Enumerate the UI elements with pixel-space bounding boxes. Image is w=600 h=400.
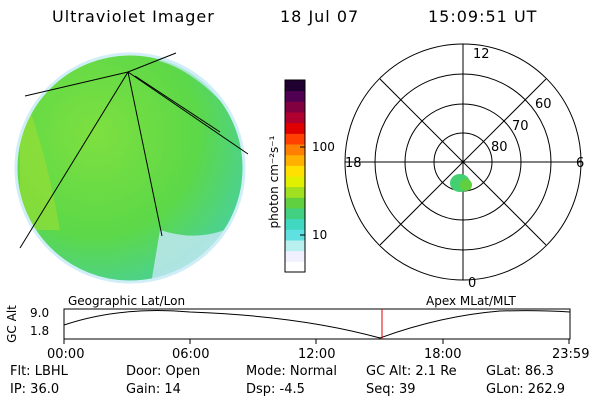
mlt-label-6: 6 <box>576 156 585 171</box>
altitude-timeline <box>63 308 571 344</box>
info-gc-alt: GC Alt: 2.1 Re <box>366 364 457 379</box>
info-mode: Mode: Normal <box>246 364 337 379</box>
mlt-label-12: 12 <box>473 47 490 62</box>
globe-grid-line <box>127 52 177 73</box>
timeline-xtick: 18:00 <box>424 347 462 362</box>
observation-time: 15:09:51 UT <box>428 7 538 26</box>
info-dsp: Dsp: -4.5 <box>246 382 305 397</box>
globe-disk <box>16 54 244 282</box>
timeline-xtick: 06:00 <box>172 347 210 362</box>
polar-plot <box>344 43 582 281</box>
colorbar-swatch <box>285 90 305 102</box>
mlat-label-60: 60 <box>535 97 552 112</box>
globe-grid-line <box>19 71 129 249</box>
colorbar-swatch <box>285 208 305 220</box>
colorbar-swatch <box>285 122 305 134</box>
colorbar-unit-label: photon cm⁻²s⁻¹ <box>267 135 281 229</box>
colorbar-swatch <box>285 250 305 262</box>
info-glon: GLon: 262.9 <box>486 382 566 397</box>
colorbar-swatch <box>285 240 305 252</box>
info-glat: GLat: 86.3 <box>486 364 554 379</box>
gc-alt-curve <box>63 310 571 339</box>
globe-grid-line <box>24 71 129 97</box>
timeline-frame <box>63 308 571 340</box>
colorbar-label-10: 10 <box>312 228 328 242</box>
timeline-xtick: 00:00 <box>47 347 85 362</box>
colorbar-swatch <box>285 101 305 113</box>
colorbar-swatch <box>285 144 305 156</box>
colorbar-swatch <box>285 261 305 273</box>
colorbar-swatch <box>285 176 305 188</box>
mlt-label-0: 0 <box>468 276 477 291</box>
info-gain: Gain: 14 <box>126 382 181 397</box>
timeline-xtick: 23:59 <box>552 347 590 362</box>
colorbar-swatch <box>285 112 305 124</box>
mlat-label-70: 70 <box>512 119 529 134</box>
globe-grid-line <box>127 71 249 155</box>
colorbar-swatch <box>285 218 305 230</box>
mlat-label-80: 80 <box>491 140 508 155</box>
globe-image <box>14 52 249 284</box>
polar-emission-core <box>460 179 472 191</box>
instrument-title: Ultraviolet Imager <box>52 7 215 26</box>
timeline-ylabel: GC Alt <box>4 305 19 343</box>
geographic-panel-label: Geographic Lat/Lon <box>68 294 186 308</box>
colorbar-swatch <box>285 133 305 145</box>
timeline-xtick: 12:00 <box>298 347 336 362</box>
colorbar-swatch <box>285 80 305 92</box>
intensity-colorbar <box>285 80 305 273</box>
globe-grid-line <box>134 75 221 133</box>
apex-panel-label: Apex MLat/MLT <box>426 294 516 308</box>
polar-axis-diagonal <box>379 78 547 246</box>
timeline-ytick-bottom: 1.8 <box>30 324 50 338</box>
info-door: Door: Open <box>126 364 201 379</box>
info-filter: Flt: LBHL <box>10 364 68 379</box>
colorbar-swatch <box>285 186 305 198</box>
globe-limb <box>14 52 246 284</box>
mlt-label-18: 18 <box>345 156 362 171</box>
colorbar-frame <box>284 79 306 273</box>
info-seq: Seq: 39 <box>366 382 416 397</box>
colorbar-swatch <box>285 165 305 177</box>
colorbar-swatch <box>285 197 305 209</box>
observation-date: 18 Jul 07 <box>280 7 360 26</box>
globe-grid-line <box>127 71 163 237</box>
colorbar-swatch <box>285 154 305 166</box>
colorbar-label-100: 100 <box>312 140 335 154</box>
colorbar-swatch <box>285 229 305 241</box>
info-ip: IP: 36.0 <box>10 382 60 397</box>
timeline-ytick-top: 9.0 <box>30 306 50 320</box>
